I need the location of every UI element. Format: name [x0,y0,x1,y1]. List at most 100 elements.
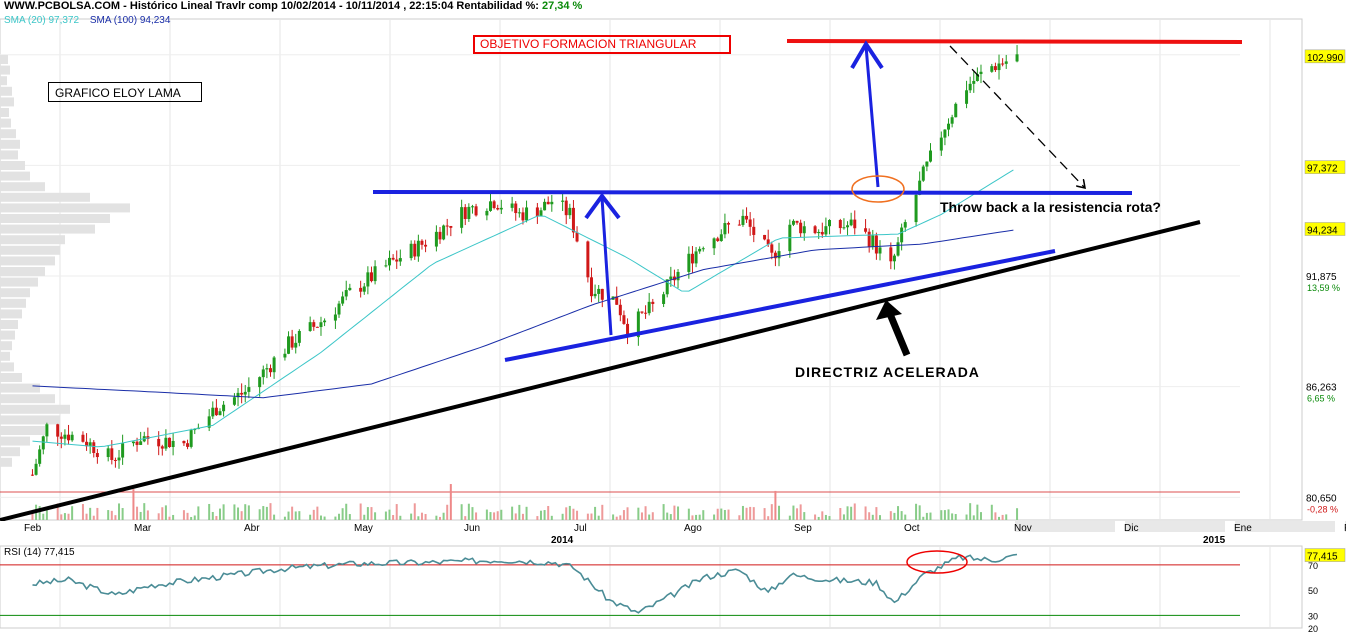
candle-body [878,247,882,254]
price-tick-label: 86,263 [1306,383,1337,394]
volume-bar [298,511,301,520]
candle-body [182,440,186,444]
volume-bar [233,504,236,520]
candle-body [950,117,954,124]
volume-bar [38,506,41,520]
candle-body [218,411,222,416]
candle-body [521,212,525,221]
candle-body [600,288,604,300]
candle-body [568,207,572,216]
volume-profile-bar [0,224,95,234]
volume-bar [979,512,982,520]
candle-body [373,266,377,282]
volume-bar [821,511,824,520]
candle-body [737,224,741,226]
sma20-legend: SMA (20) 97,372 [4,15,80,26]
measure-arrow-1 [600,197,613,336]
volume-bar [539,510,542,520]
candle-body [712,238,716,249]
volume-bar [493,512,496,520]
volume-bar [536,516,539,520]
candle-body [676,271,680,281]
candle-body [438,231,442,240]
volume-profile-bar [0,182,45,192]
volume-profile-bar [0,267,45,276]
candle-body [243,391,247,395]
volume-bar [828,516,831,520]
volume-bar [677,506,680,520]
candle-body [121,443,125,458]
candle-body [766,239,770,245]
volume-bar [121,508,124,520]
volume-bar [208,503,211,520]
volume-bar [561,513,564,520]
volume-profile-bar [0,288,30,298]
candle-body [647,301,651,314]
volume-bar [990,504,993,520]
candle-body [997,63,1001,71]
candle-body [268,368,272,373]
volume-profile-bar [0,65,10,75]
volume-bar [496,511,499,520]
candle-body [1015,54,1019,62]
volume-bar [853,503,856,520]
volume-bar [521,513,524,520]
candle-body [56,424,60,437]
volume-bar [839,508,842,520]
candle-body [319,322,323,328]
volume-bars [0,484,1240,520]
time-axis: Feb Mar Abr May Jun Jul Ago Sep Oct Nov Dic Ene Feb 2… [0,521,1346,546]
candle-body [644,312,648,314]
candle-body [30,474,34,476]
volume-bar [81,504,84,520]
volume-bar [615,516,618,520]
volume-profile-bar [0,362,14,372]
volume-bar [918,505,921,520]
volume-bar [92,515,95,520]
volume-profile-bar [0,55,8,64]
month-label: Jul [574,523,587,534]
volume-bar [240,511,243,520]
volume-bar [969,503,972,520]
volume-bar [741,505,744,520]
month-label: Ene [1234,523,1252,534]
future-month-band [1235,521,1335,532]
volume-bar [63,513,66,520]
candle-body [979,71,983,75]
volume-profile-bar [0,277,38,287]
volume-bar [374,512,377,520]
candle-body [867,231,871,247]
rsi-legend: RSI (14) 77,415 [4,547,75,558]
volume-bar [319,515,322,520]
volume-bar [940,510,943,520]
rsi-line [32,553,1018,614]
candle-body [420,240,424,245]
price-tag-label: 94,234 [1307,225,1338,236]
sma100-legend: SMA (100) 94,234 [89,15,171,26]
volume-bar [648,514,651,520]
candle-body [474,206,478,216]
candle-body [344,290,348,297]
volume-bar [817,516,820,520]
volume-bar [182,510,185,520]
volume-bar [345,503,348,520]
volume-bar [269,503,272,520]
candle-body [236,392,240,398]
volume-bar [96,507,99,520]
candle-body [539,210,543,217]
volume-bar [424,513,427,520]
volume-profile-bar [0,351,10,361]
volume-bar [186,512,189,520]
candle-body [618,304,622,316]
candle-body [918,180,922,195]
candle-body [222,404,226,412]
volume-bar [619,515,622,520]
candle-body [896,242,900,256]
volume-bar [413,503,416,520]
candle-body [499,207,503,210]
volume-bar [774,490,777,520]
volume-bar [262,506,265,520]
volume-bar [550,515,553,520]
volume-bar [247,505,250,520]
candle-body [662,294,666,304]
